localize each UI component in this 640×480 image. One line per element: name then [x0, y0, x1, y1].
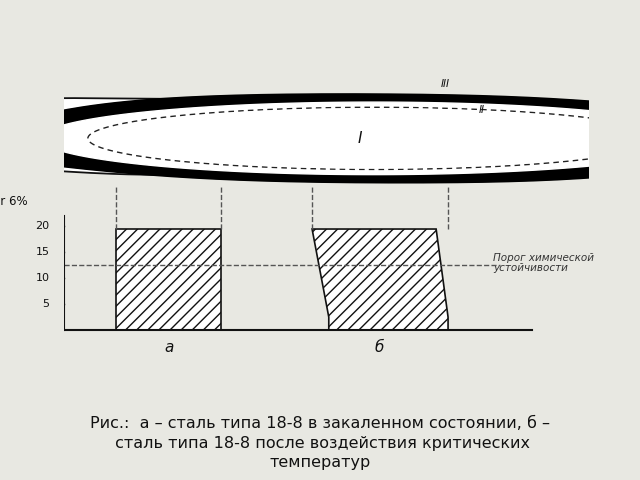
Text: I: I	[166, 126, 172, 141]
Text: устойчивости: устойчивости	[493, 263, 568, 273]
Text: 15: 15	[36, 247, 50, 257]
Text: 10: 10	[36, 273, 50, 283]
Polygon shape	[312, 229, 448, 330]
Text: III: III	[441, 79, 450, 89]
Text: 5: 5	[43, 299, 50, 309]
Text: Порог химической: Порог химической	[493, 252, 595, 263]
Bar	[116, 229, 221, 330]
Text: Cr 6%: Cr 6%	[0, 195, 28, 208]
Text: а: а	[164, 340, 173, 355]
Text: I: I	[358, 131, 362, 146]
Text: II: II	[479, 105, 485, 115]
Polygon shape	[0, 95, 640, 182]
Text: 20: 20	[36, 221, 50, 231]
Text: б: б	[374, 340, 383, 355]
Polygon shape	[40, 102, 640, 175]
Polygon shape	[102, 109, 640, 168]
Text: Рис.:  а – сталь типа 18-8 в закаленном состоянии, б –
 сталь типа 18-8 после во: Рис.: а – сталь типа 18-8 в закаленном с…	[90, 416, 550, 470]
Polygon shape	[0, 98, 569, 175]
